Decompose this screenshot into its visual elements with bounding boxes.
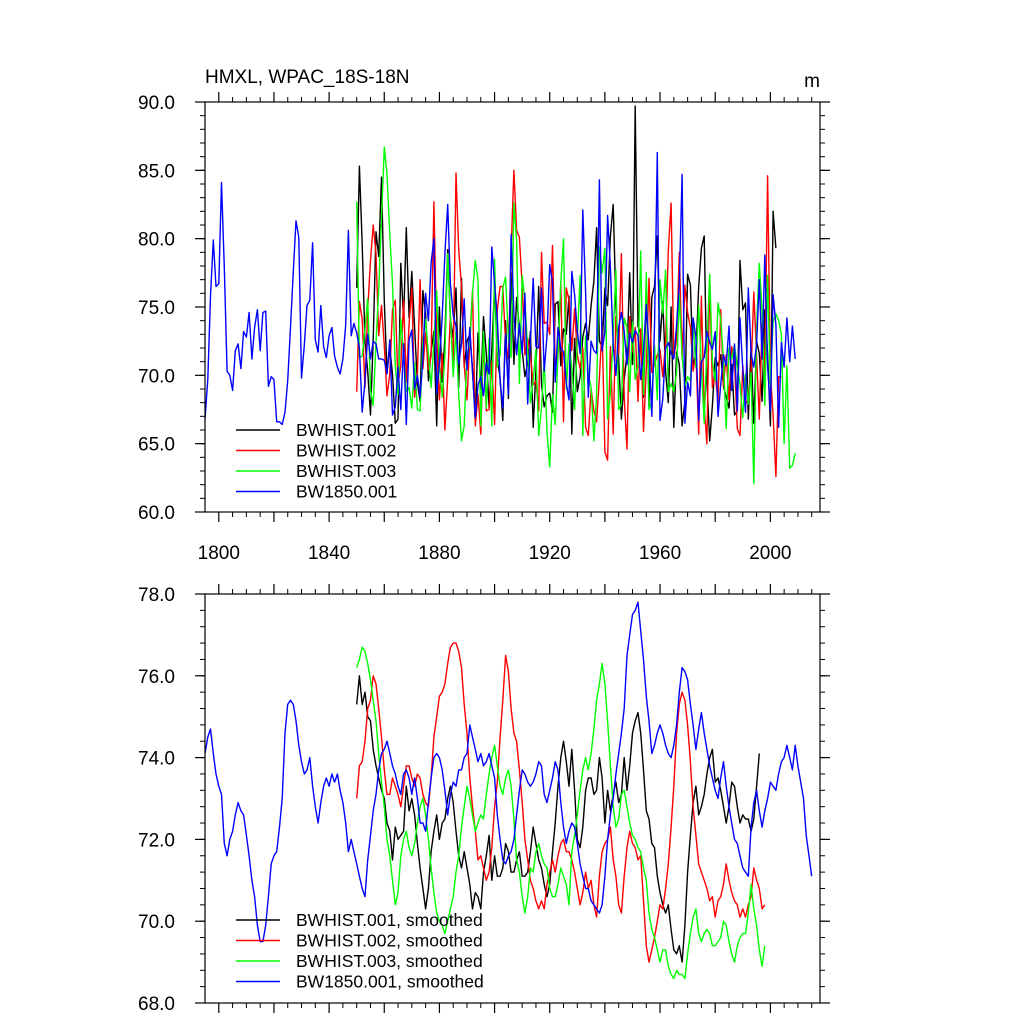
y-tick-label: 80.0 [138, 230, 175, 251]
series-line-4 [205, 601, 813, 943]
plot-frame [204, 593, 821, 1004]
bottom-series-lines [205, 601, 813, 980]
legend-label: BWHIST.003 [296, 461, 396, 481]
legend-label: BWHIST.002 [296, 441, 396, 461]
top-panel: HMXL, WPAC_18S-18N m 1800 1840 1880 1920 196… [138, 67, 830, 564]
legend-label: BW1850.001 [296, 482, 397, 502]
legend-label: BWHIST.001 [296, 420, 396, 440]
y-tick-label: 76.0 [138, 667, 175, 688]
x-tick-label: 2000 [749, 543, 791, 564]
series-line-3 [356, 146, 796, 484]
series-line-3 [356, 646, 766, 980]
series-line-1 [356, 675, 760, 963]
y-tick-label: 78.0 [138, 585, 175, 606]
y-tick-label: 60.0 [138, 503, 175, 524]
chart-title: HMXL, WPAC_18S-18N [205, 67, 410, 88]
legend-label: BWHIST.002, smoothed [296, 931, 483, 951]
x-tick-label: 1840 [308, 543, 350, 564]
legend-label: BWHIST.003, smoothed [296, 951, 483, 971]
y-tick-label: 74.0 [138, 749, 175, 770]
top-series-lines [205, 105, 796, 484]
x-tick-label: 1880 [418, 543, 460, 564]
y-tick-label: 75.0 [138, 298, 175, 319]
bottom-panel: 68.0 70.0 72.0 74.0 76.0 78.0 BWHIST.001, smo… [138, 584, 830, 1015]
y-tick-label: 65.0 [138, 435, 175, 456]
series-line-2 [356, 642, 766, 963]
units-label: m [804, 71, 820, 92]
x-tick-label: 1800 [198, 543, 240, 564]
top-axes: 1800 1840 1880 1920 1960 2000 60.0 65.0 70.0 75.0… [138, 92, 830, 564]
series-line-4 [205, 151, 796, 428]
y-tick-label: 68.0 [138, 994, 175, 1015]
bottom-axes: 68.0 70.0 72.0 74.0 76.0 78.0 [138, 584, 830, 1015]
y-tick-label: 72.0 [138, 830, 175, 851]
legend-label: BWHIST.001, smoothed [296, 910, 483, 930]
y-tick-label: 90.0 [138, 93, 175, 114]
x-tick-label: 1920 [529, 543, 571, 564]
y-tick-label: 70.0 [138, 912, 175, 933]
x-tick-label: 1960 [639, 543, 681, 564]
y-tick-label: 70.0 [138, 366, 175, 387]
y-tick-label: 85.0 [138, 161, 175, 182]
legend-label: BW1850.001, smoothed [296, 972, 484, 992]
